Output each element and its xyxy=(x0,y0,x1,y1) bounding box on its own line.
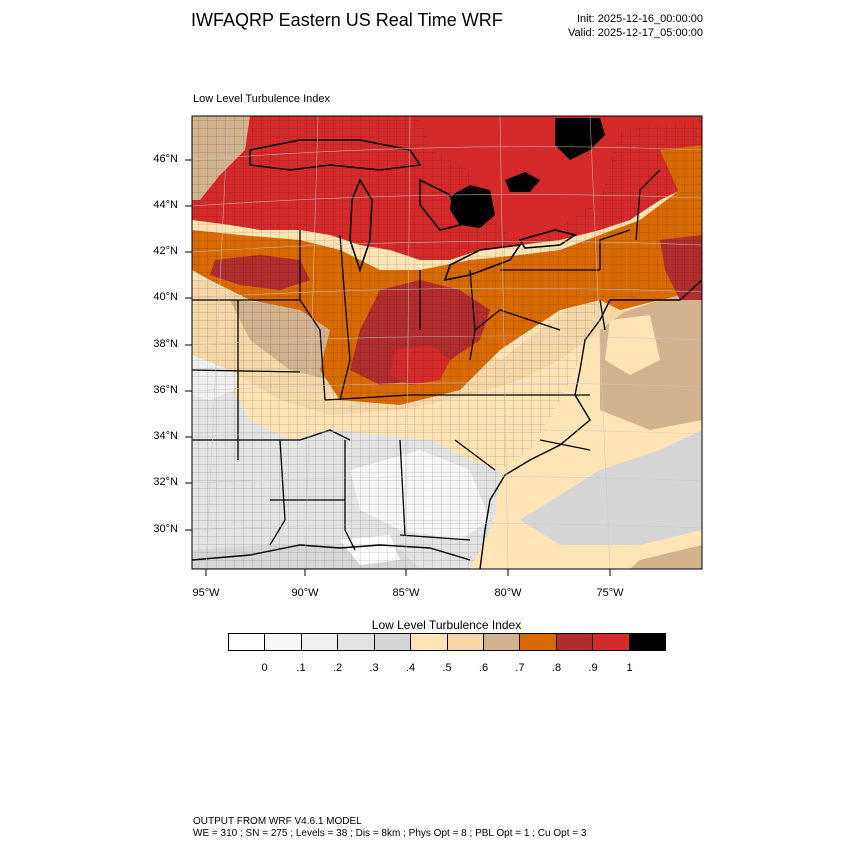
legend-label: 0 xyxy=(261,662,268,674)
lat-label-38: 38°N xyxy=(153,338,178,350)
legend-swatch xyxy=(301,634,339,650)
main-title: IWFAQRP Eastern US Real Time WRF xyxy=(191,10,503,30)
legend-label: .5 xyxy=(442,662,452,674)
lat-label-42: 42°N xyxy=(153,245,178,257)
legend-label: .7 xyxy=(515,662,525,674)
legend-swatch xyxy=(483,634,521,650)
legend-swatch xyxy=(520,634,557,650)
legend-label: 1 xyxy=(626,662,633,674)
footer-config-line: WE = 310 ; SN = 275 ; Levels = 38 ; Dis … xyxy=(193,828,587,839)
lat-label-40: 40°N xyxy=(153,291,178,303)
panel-title: Low Level Turbulence Index xyxy=(193,93,330,105)
legend-swatch xyxy=(338,634,375,650)
footer-model-line: OUTPUT FROM WRF V4.6.1 MODEL xyxy=(193,816,362,827)
lat-label-46: 46°N xyxy=(153,153,178,165)
lon-label-85w: 85°W xyxy=(392,587,420,599)
axis-ticks xyxy=(185,159,611,576)
legend-label: .1 xyxy=(296,662,306,674)
init-time: Init: 2025-12-16_00:00:00 xyxy=(577,13,703,25)
lon-label-90w: 90°W xyxy=(291,587,319,599)
lon-label-75w: 75°W xyxy=(596,587,624,599)
lon-label-95w: 95°W xyxy=(192,587,220,599)
legend-label: .6 xyxy=(478,662,489,674)
legend-label: .3 xyxy=(369,662,379,674)
color-legend-bar xyxy=(228,633,666,651)
legend-swatch xyxy=(411,634,448,650)
legend-label: .8 xyxy=(551,662,562,674)
legend-title: Low Level Turbulence Index xyxy=(371,618,522,632)
lat-label-34: 34°N xyxy=(153,430,178,442)
legend-label: .9 xyxy=(588,662,598,674)
legend-swatch xyxy=(229,634,266,650)
legend-label: .4 xyxy=(405,662,416,674)
legend-label: .2 xyxy=(332,662,343,674)
legend-swatch xyxy=(447,634,484,650)
legend-swatch xyxy=(556,634,594,650)
lon-label-80w: 80°W xyxy=(494,587,522,599)
legend-swatch xyxy=(629,634,666,650)
lat-label-36: 36°N xyxy=(153,384,178,396)
valid-time: Valid: 2025-12-17_05:00:00 xyxy=(568,27,703,39)
map-frame xyxy=(191,115,703,570)
map-field xyxy=(192,116,702,569)
lat-label-32: 32°N xyxy=(153,476,178,488)
legend-swatch xyxy=(265,634,302,650)
legend-swatch xyxy=(374,634,412,650)
legend-swatch xyxy=(593,634,630,650)
lat-label-30: 30°N xyxy=(153,523,178,535)
lat-label-44: 44°N xyxy=(153,199,178,211)
